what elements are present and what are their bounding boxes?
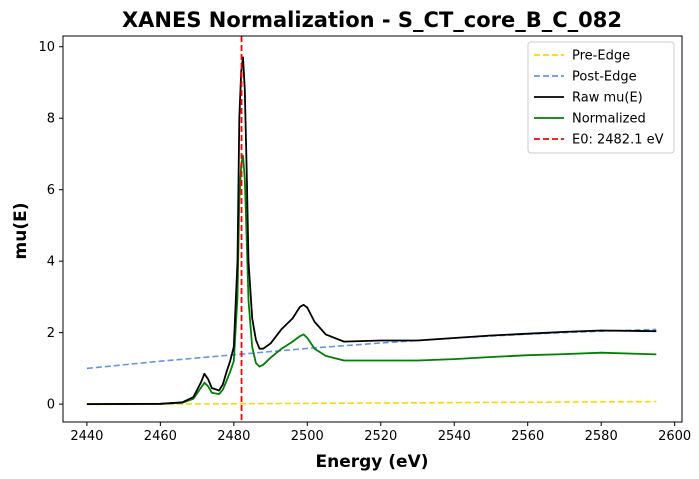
series-line-pre-edge xyxy=(86,400,657,406)
legend-label: Post-Edge xyxy=(572,70,637,85)
legend-label: Normalized xyxy=(572,112,646,127)
x-axis-ticks: 2440 2460 2480 2500 2520 2540 2560 2580 2600 xyxy=(70,422,691,444)
y-tick-label: 8 xyxy=(47,112,55,127)
plot-area xyxy=(86,36,657,422)
y-axis-label: mu(E) xyxy=(11,203,31,260)
legend-label: Raw mu(E) xyxy=(572,91,643,106)
series-line-normalized xyxy=(86,154,657,405)
y-tick-label: 0 xyxy=(47,398,55,413)
chart-title: XANES Normalization - S_CT_core_B_C_082 xyxy=(122,8,622,32)
x-tick-label: 2440 xyxy=(70,429,103,444)
x-axis-label: Energy (eV) xyxy=(315,452,428,472)
x-tick-label: 2560 xyxy=(511,429,544,444)
x-tick-label: 2540 xyxy=(438,429,471,444)
plot-frame xyxy=(62,35,683,423)
x-tick-label: 2600 xyxy=(658,429,691,444)
legend-label: E0: 2482.1 eV xyxy=(572,133,664,148)
legend: Pre-Edge Post-Edge Raw mu(E) Normalized E0: … xyxy=(527,41,675,154)
legend-frame xyxy=(527,41,675,154)
series-line-raw-mu-e xyxy=(86,56,657,405)
x-tick-label: 2580 xyxy=(585,429,618,444)
y-tick-label: 10 xyxy=(38,40,55,55)
y-tick-label: 4 xyxy=(47,255,55,270)
y-tick-label: 2 xyxy=(47,326,55,341)
x-tick-label: 2500 xyxy=(291,429,324,444)
series-line-post-edge xyxy=(86,328,657,370)
x-tick-label: 2520 xyxy=(364,429,397,444)
y-axis-ticks: 0 2 4 6 8 10 xyxy=(38,40,63,413)
x-tick-label: 2480 xyxy=(217,429,250,444)
x-tick-label: 2460 xyxy=(144,429,177,444)
legend-label: Pre-Edge xyxy=(572,49,630,64)
y-tick-label: 6 xyxy=(47,183,55,198)
